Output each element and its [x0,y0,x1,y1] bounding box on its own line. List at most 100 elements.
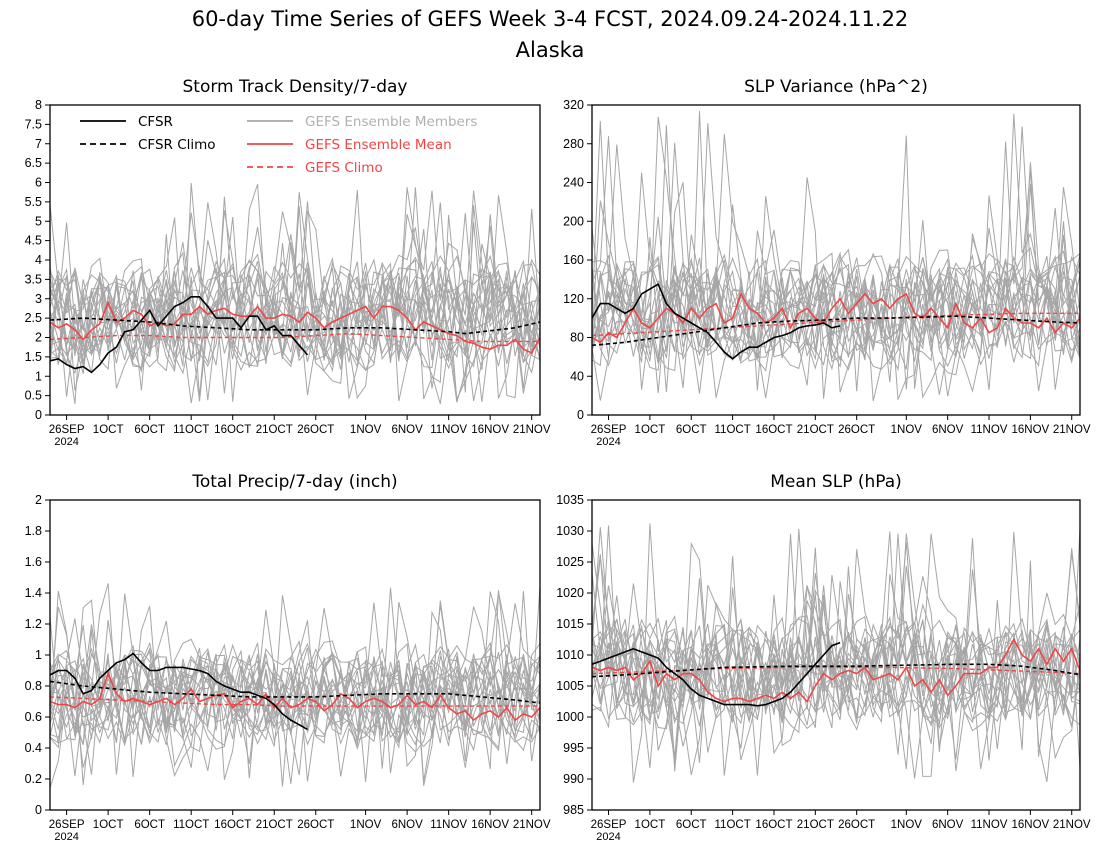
x-tick-label: 21NOV [513,819,551,831]
x-tick-label: 1OCT [93,424,124,436]
x-tick-label: 11NOV [430,819,467,831]
series-gefs-ensemble-mean [50,671,540,722]
y-tick-label: 280 [563,137,584,151]
x-tick-label: 16OCT [214,424,251,436]
x-tick-label: 11NOV [971,424,1008,436]
x-tick-label: 16NOV [471,424,509,436]
y-tick-label: 1025 [556,555,584,569]
ensemble-member-line [50,599,540,777]
panel-data [592,523,1080,783]
ensemble-member-line [592,207,1080,393]
y-tick-label: 1000 [556,710,584,724]
ensemble-member-line [592,135,1080,393]
y-tick-label: 1010 [556,648,584,662]
ensemble-member-line [592,525,1080,763]
y-tick-label: 4.5 [25,234,42,248]
panel-4: Mean SLP (hPa) 985 990 995 1000 1005 1010 1015 1… [556,472,1091,843]
x-tick-label: 6NOV [932,819,964,831]
ensemble-member-line [592,177,1080,399]
x-tick-label: 11OCT [715,819,751,831]
y-tick-label: 6.5 [25,156,42,170]
x-tick-label: 16NOV [1012,424,1050,436]
y-tick-label: 1035 [556,493,584,507]
y-tick-label: 1030 [556,524,584,538]
x-tick-label: 6NOV [391,819,423,831]
plot-frame [49,499,541,811]
y-tick-label: 1.2 [25,617,42,631]
x-tick-label: 6NOV [391,424,423,436]
y-tick-label: 1.8 [25,524,42,538]
x-tick-label: 26OCT [838,424,875,436]
ensemble-member-line [592,554,1080,734]
x-tick-label: 26SEP [49,819,85,831]
series-gefs-climo [592,312,1080,337]
y-tick-label: 0.2 [25,772,42,786]
y-tick-label: 4 [35,253,42,267]
ensemble-member-line [592,216,1080,358]
y-tick-label: 160 [563,253,584,267]
y-tick-label: 120 [563,292,584,306]
ensemble-member-line [50,212,540,402]
panel-title: Mean SLP (hPa) [770,472,902,492]
panel-1: Storm Track Density/7-day 0 0.5 1 1.5 2 2.5 3 3.… [25,77,551,448]
x-tick-label: 1NOV [350,424,382,436]
x-year-label: 2024 [54,831,78,843]
x-tick-label: 1OCT [93,819,124,831]
y-tick-label: 200 [563,214,584,228]
x-tick-label: 16OCT [755,424,792,436]
y-tick-label: 7.5 [25,117,42,131]
series-cfsr [592,641,841,707]
legend-label-mean: GEFS Ensemble Mean [305,137,452,153]
legend-label-cfsr: CFSR [138,114,173,130]
ensemble-member-line [50,647,540,782]
panel-data [592,111,1080,402]
panel-2: SLP Variance (hPa^2) 0 40 80 120 160 200 240 280… [563,77,1091,448]
x-tick-label: 26OCT [297,819,334,831]
x-tick-label: 11OCT [173,819,209,831]
y-tick-label: 0.5 [25,389,42,403]
ensemble-member-line [50,586,540,764]
ensemble-member-line [50,618,540,780]
x-tick-label: 11OCT [173,424,209,436]
series-cfsr-climo [50,680,540,704]
ensemble-member-line [592,123,1080,367]
x-tick-label: 16NOV [471,819,509,831]
x-tick-label: 16OCT [755,819,792,831]
ensemble-member-line [50,228,540,401]
y-tick-label: 1.5 [25,350,42,364]
ensemble-member-line [592,527,1080,727]
x-tick-label: 1OCT [635,424,666,436]
panel-title: SLP Variance (hPa^2) [744,77,928,97]
y-tick-label: 2.5 [25,311,42,325]
panel-data [50,583,540,789]
y-tick-label: 1 [35,369,42,383]
ensemble-member-line [50,606,540,769]
x-tick-label: 21OCT [797,819,834,831]
series-cfsr [50,295,309,374]
x-tick-label: 21NOV [513,424,551,436]
y-tick-label: 0 [35,803,42,817]
x-tick-label: 21NOV [1053,424,1091,436]
series-cfsr-climo [592,663,1080,678]
x-tick-label: 6OCT [676,819,707,831]
x-tick-label: 21OCT [797,424,834,436]
legend: CFSR CFSR Climo GEFS Ensemble Members GEFS … [80,114,477,176]
figure-title: 60-day Time Series of GEFS Week 3-4 FCST… [192,7,909,31]
legend-label-members: GEFS Ensemble Members [305,114,477,130]
x-tick-label: 26SEP [591,424,627,436]
y-tick-label: 0.6 [25,710,42,724]
ensemble-member-line [50,592,540,778]
legend-label-gefs-climo: GEFS Climo [305,160,383,176]
series-gefs-ensemble-mean [50,300,540,355]
x-year-label: 2024 [596,831,620,843]
x-tick-label: 16NOV [1012,819,1050,831]
x-tick-label: 11NOV [971,819,1008,831]
x-tick-label: 11NOV [430,424,467,436]
ensemble-member-line [592,548,1080,757]
x-year-label: 2024 [596,436,620,448]
y-tick-label: 1020 [556,586,584,600]
x-tick-label: 11OCT [715,424,751,436]
y-tick-label: 6 [35,176,42,190]
x-year-label: 2024 [54,436,78,448]
